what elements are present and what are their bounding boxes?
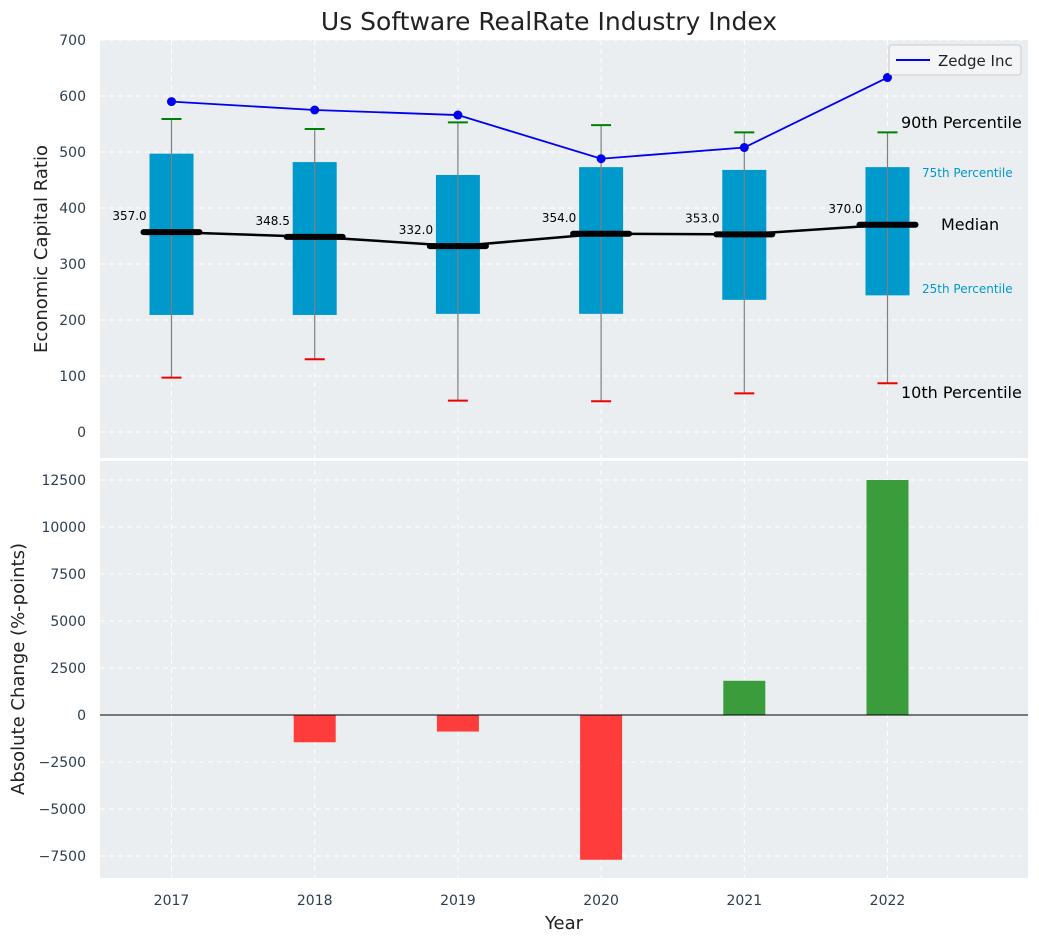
- series-point-zedge: [167, 97, 176, 107]
- x-tick-labels: 2017 2018 2019 2020 2021 2022: [154, 893, 906, 909]
- top-y-tick-label: 600: [59, 89, 86, 105]
- x-tick-label: 2020: [583, 893, 619, 909]
- series-point-zedge: [883, 73, 892, 83]
- annotation-p90: 90th Percentile: [901, 113, 1022, 132]
- chart-title: Us Software RealRate Industry Index: [321, 7, 777, 36]
- x-axis-label: Year: [544, 913, 584, 934]
- series-point-zedge: [596, 154, 606, 164]
- top-y-tick-label: 400: [59, 201, 86, 217]
- bar-negative: [580, 715, 623, 860]
- bottom-y-tick-label: 2500: [50, 661, 86, 677]
- legend-label-zedge: Zedge Inc: [938, 52, 1013, 70]
- top-y-axis-label: Economic Capital Ratio: [31, 145, 52, 353]
- bar-positive: [866, 480, 909, 715]
- bar-group: [293, 480, 909, 860]
- x-tick-label: 2018: [297, 893, 333, 909]
- legend: Zedge Inc: [888, 44, 1022, 76]
- top-y-tick-label: 0: [77, 425, 86, 441]
- bottom-y-axis-label: Absolute Change (%-points): [8, 543, 29, 795]
- top-y-tick-labels: 0 100 200 300 400 500 600 700: [59, 33, 86, 441]
- bar-negative: [436, 715, 479, 732]
- median-label: 370.0: [828, 202, 862, 216]
- bottom-y-tick-label: −7500: [39, 849, 86, 865]
- series-point-zedge: [739, 143, 749, 153]
- top-y-tick-label: 500: [59, 145, 86, 161]
- legend-box: [888, 44, 1022, 76]
- median-label: 332.0: [399, 223, 433, 237]
- median-label: 354.0: [542, 211, 576, 225]
- x-tick-label: 2021: [726, 893, 762, 909]
- bar-negative: [293, 715, 336, 743]
- series-line-group: [167, 73, 892, 164]
- top-y-tick-label: 100: [59, 369, 86, 385]
- median-label: 353.0: [685, 211, 719, 225]
- series-point-zedge: [310, 105, 320, 115]
- bar-positive: [723, 680, 766, 715]
- annotation-median: Median: [941, 215, 999, 234]
- x-tick-label: 2022: [870, 893, 906, 909]
- bottom-y-tick-label: −5000: [39, 802, 86, 818]
- annotation-p75: 75th Percentile: [922, 166, 1013, 180]
- x-tick-label: 2019: [440, 893, 476, 909]
- bottom-y-tick-label: −2500: [39, 755, 86, 771]
- median-label: 348.5: [256, 214, 290, 228]
- top-y-tick-label: 300: [59, 257, 86, 273]
- bottom-y-tick-label: 0: [77, 708, 86, 724]
- x-tick-label: 2017: [154, 893, 190, 909]
- top-y-tick-label: 200: [59, 313, 86, 329]
- bottom-y-tick-label: 12500: [41, 473, 86, 489]
- median-trend-line: [171, 223, 888, 248]
- bottom-y-tick-labels: −7500 −5000 −2500 0 2500 5000 7500 10000 12500: [39, 473, 86, 865]
- bottom-y-tick-label: 7500: [50, 567, 86, 583]
- annotation-p25: 25th Percentile: [922, 282, 1013, 296]
- median-group: 357.0 348.5 332.0 354.0 353.0 370.0: [112, 202, 919, 250]
- series-point-zedge: [453, 110, 463, 120]
- top-y-tick-label: 700: [59, 33, 86, 49]
- series-line-zedge: [171, 76, 888, 160]
- median-label: 357.0: [112, 209, 146, 223]
- bottom-y-tick-label: 10000: [41, 520, 86, 536]
- bottom-y-tick-label: 5000: [50, 614, 86, 630]
- annotation-p10: 10th Percentile: [901, 383, 1022, 402]
